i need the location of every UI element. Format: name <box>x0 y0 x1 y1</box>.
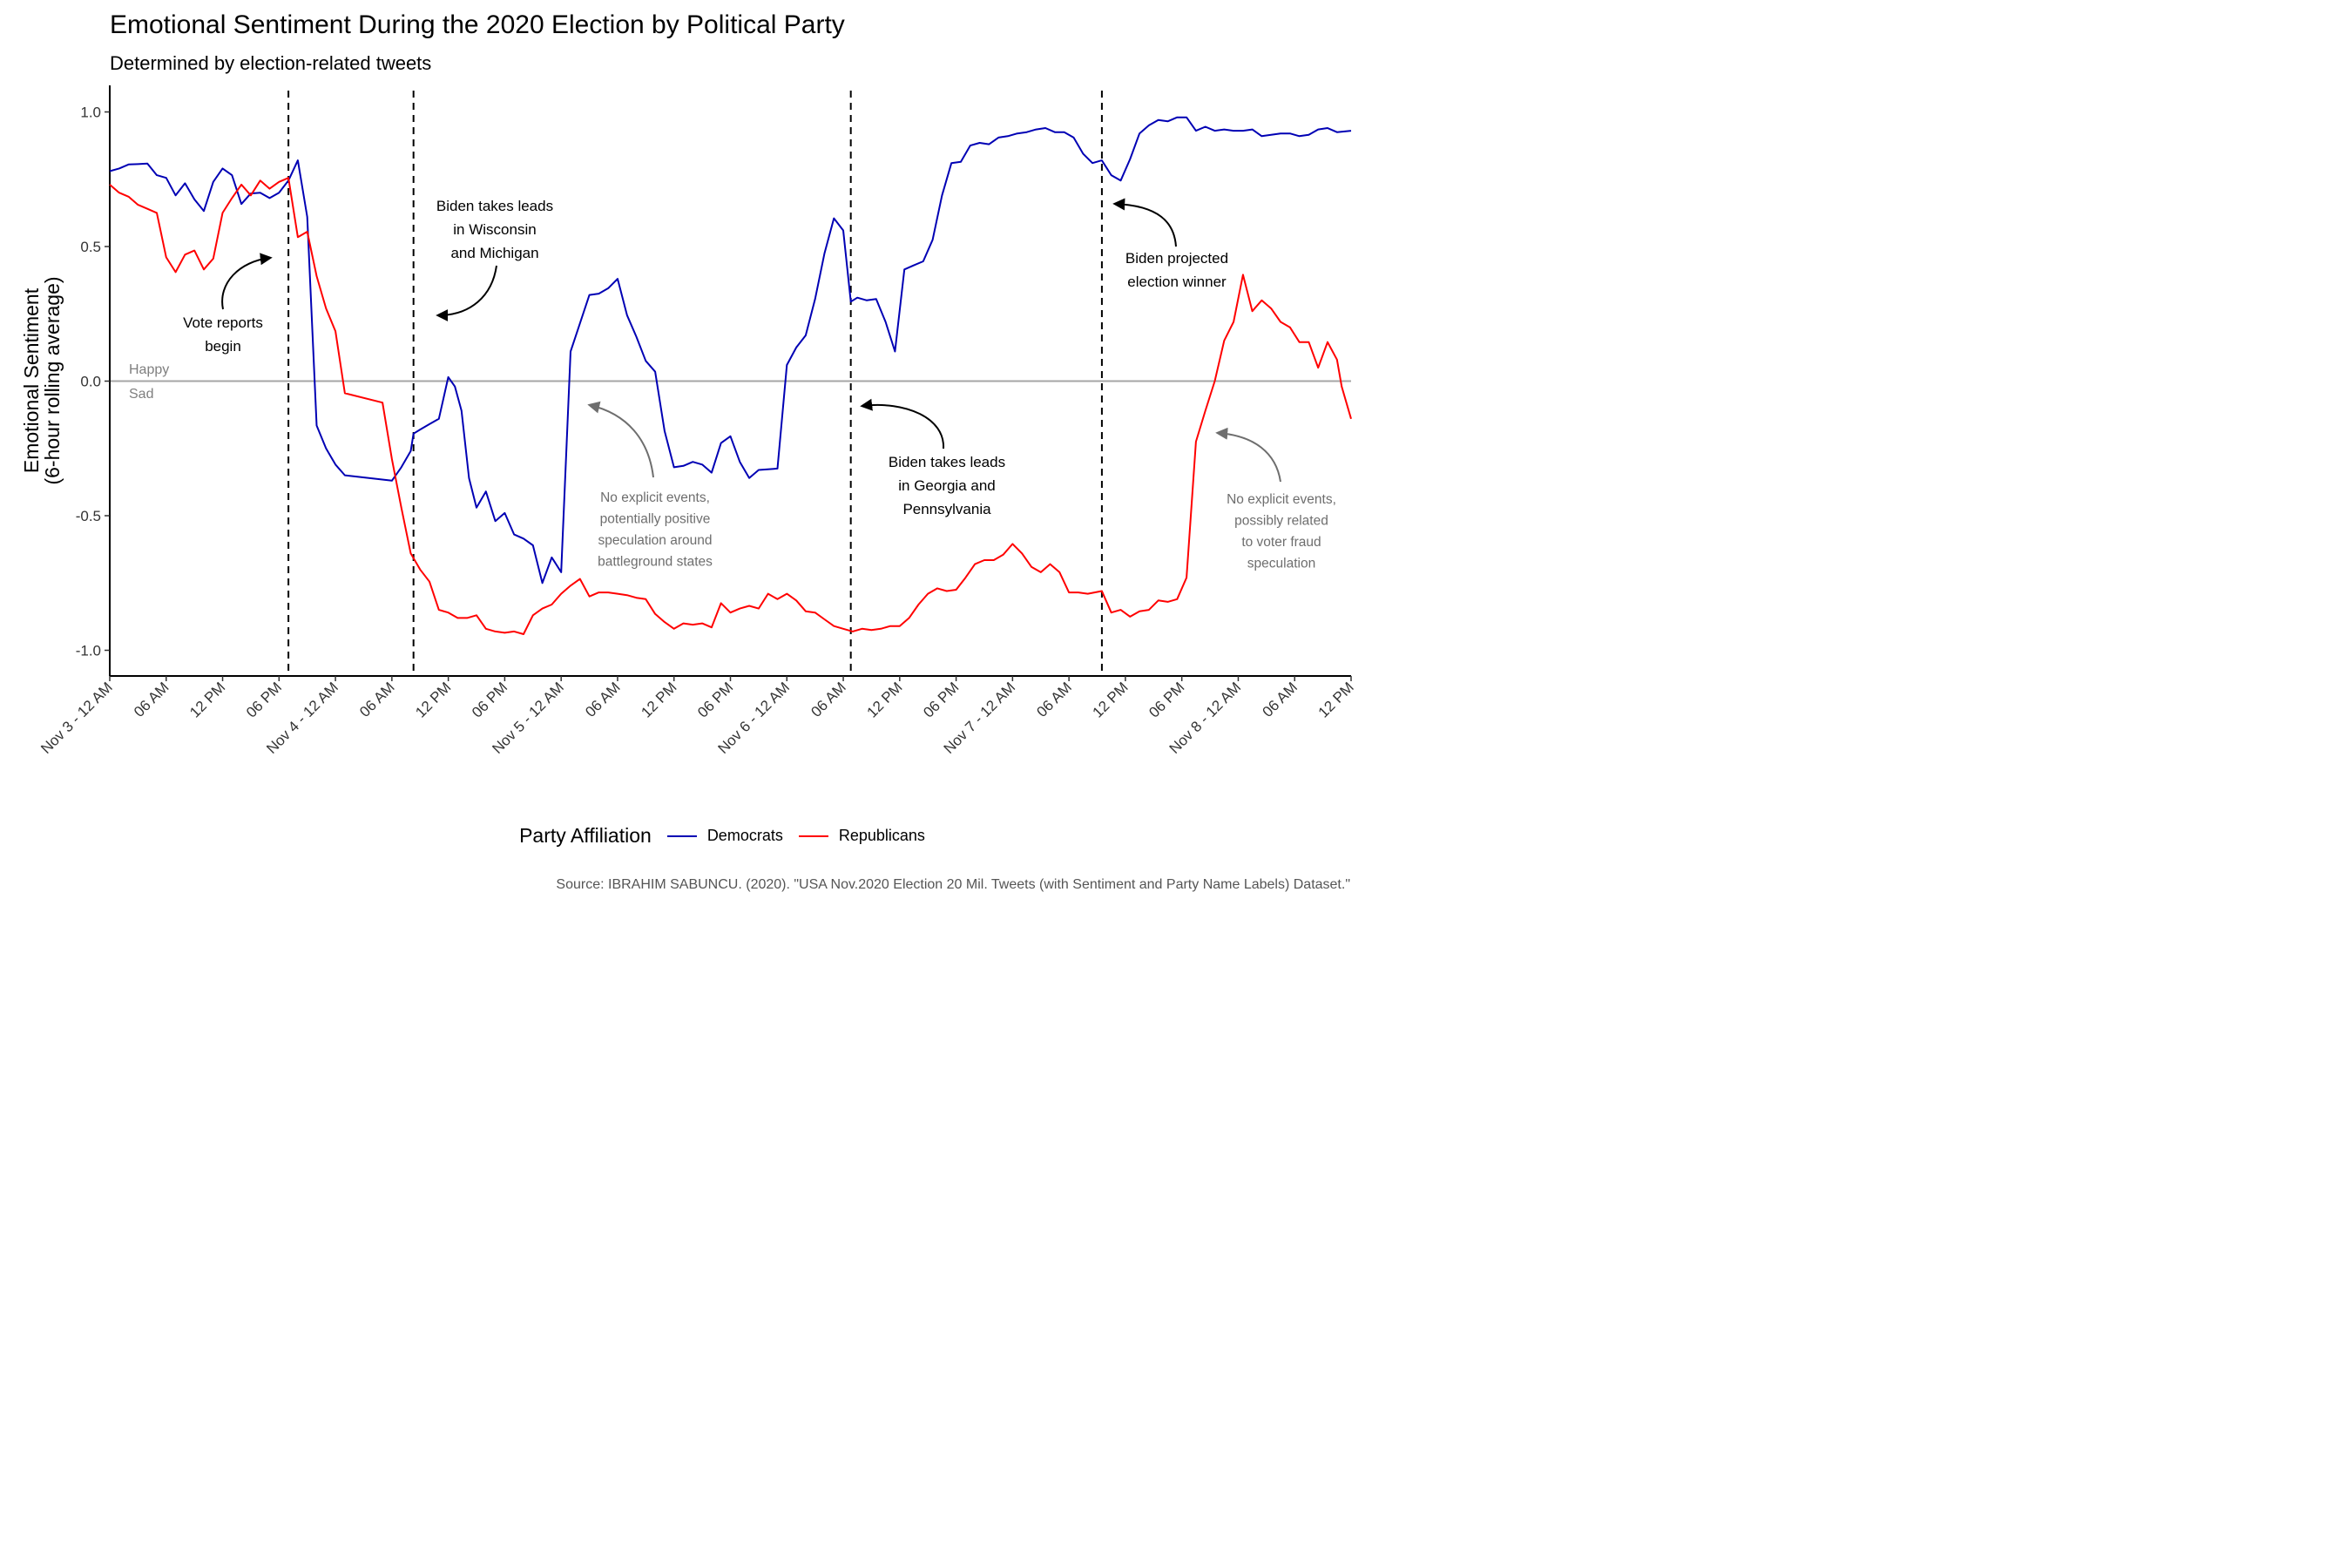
annotation-text: Vote reports begin <box>183 314 263 355</box>
annotation-arrow <box>860 398 945 449</box>
source-caption: Source: IBRAHIM SABUNCU. (2020). "USA No… <box>556 877 1350 892</box>
x-tick-label: 06 PM <box>694 679 736 720</box>
x-tick-label: 06 AM <box>808 679 849 720</box>
y-tick-label: 0.5 <box>80 239 101 255</box>
x-tick-label: 12 PM <box>1315 679 1357 720</box>
annotation-arrow <box>221 253 273 310</box>
legend-label-republicans: Republicans <box>838 827 925 844</box>
x-tick-label: 12 PM <box>863 679 905 720</box>
y-tick-label: -1.0 <box>76 643 101 659</box>
x-tick-label: 06 PM <box>1146 679 1187 720</box>
y-axis-title: Emotional Sentiment(6-hour rolling avera… <box>20 276 64 484</box>
annotation-winner: Biden projected election winner <box>1112 198 1228 290</box>
democrats-line <box>109 116 1352 585</box>
x-tick-label: 06 AM <box>131 679 172 720</box>
x-tick-label: 12 PM <box>186 679 228 720</box>
annotation-text: Biden takes leads in Wisconsin and Michiga… <box>436 198 553 261</box>
annotation-arrow <box>1112 198 1177 247</box>
legend-label-democrats: Democrats <box>706 827 783 844</box>
x-tick-label: 06 AM <box>356 679 398 720</box>
legend: Party Affiliation Democrats Republicans <box>0 824 1366 848</box>
annotation-arrow <box>587 401 654 478</box>
legend-item-democrats: Democrats <box>666 827 783 845</box>
x-tick-label: Nov 3 - 12 AM <box>37 679 116 757</box>
legend-item-republicans: Republicans <box>798 827 925 845</box>
y-tick-label: 1.0 <box>80 105 101 121</box>
x-tick-label: 12 PM <box>412 679 454 720</box>
x-tick-label: 06 PM <box>920 679 962 720</box>
chart-title: Emotional Sentiment During the 2020 Elec… <box>110 10 845 39</box>
annotation-speculation: No explicit events, potentially positive s… <box>587 401 713 570</box>
annotation-arrow <box>1215 427 1281 483</box>
x-tick-label: 06 AM <box>1033 679 1075 720</box>
x-tick-label: 06 AM <box>1260 679 1301 720</box>
annotation-wisconsin: Biden takes leads in Wisconsin and Michiga… <box>436 198 553 321</box>
republicans-line <box>109 177 1352 635</box>
y-tick-label: 0.0 <box>80 374 101 390</box>
sentiment-line-chart: Happy Sad 1.0 0.5 0.0 -0.5 -1.0 Nov 3 - 12 AM 06… <box>20 85 1357 757</box>
chart-subtitle: Determined by election-related tweets <box>110 52 432 74</box>
annotation-text: No explicit events, possibly related to vo… <box>1227 492 1336 571</box>
annotation-text: No explicit events, potentially positive s… <box>598 490 713 570</box>
annotation-vote-reports: Vote reports begin <box>183 253 273 355</box>
legend-title: Party Affiliation <box>519 824 652 847</box>
happy-label: Happy <box>129 362 169 377</box>
annotation-georgia: Biden takes leads in Georgia and Pennsylva… <box>860 398 1005 517</box>
legend-key-democrats <box>666 835 697 837</box>
annotation-arrow <box>436 265 497 321</box>
x-tick-label: 12 PM <box>638 679 679 720</box>
chart-canvas: Emotional Sentiment During the 2020 Elec… <box>0 0 1366 910</box>
x-tick-label: 12 PM <box>1090 679 1132 720</box>
x-tick-label: 06 AM <box>582 679 624 720</box>
y-tick-label: -0.5 <box>76 508 101 524</box>
x-tick-label: 06 PM <box>243 679 285 720</box>
sad-label: Sad <box>129 387 153 402</box>
legend-key-republicans <box>798 835 828 837</box>
annotation-text: Biden takes leads in Georgia and Pennsylva… <box>889 454 1005 517</box>
annotation-voter-fraud: No explicit events, possibly related to vo… <box>1215 427 1336 571</box>
x-tick-label: 06 PM <box>469 679 510 720</box>
annotation-text: Biden projected election winner <box>1125 250 1228 290</box>
